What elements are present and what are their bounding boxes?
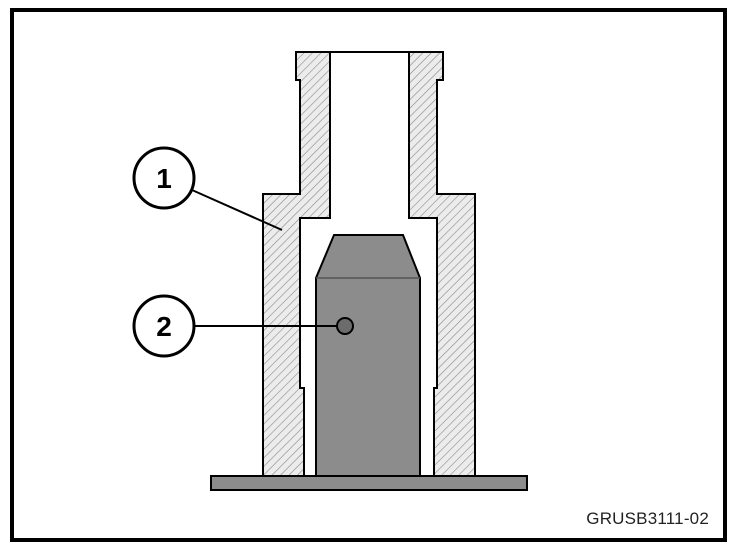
callout-1-label: 1 (156, 163, 172, 194)
callout-2: 2 (132, 294, 196, 358)
callout-2-label: 2 (156, 311, 172, 342)
sleeve-right-wall (408, 51, 476, 477)
callout-1: 1 (132, 146, 196, 210)
base-plate (210, 475, 528, 491)
piston (315, 234, 421, 477)
piston-bore (336, 317, 354, 335)
image-code: GRUSB3111-02 (586, 509, 709, 528)
sleeve-left-wall (262, 51, 331, 477)
leader-line-1 (191, 189, 283, 231)
